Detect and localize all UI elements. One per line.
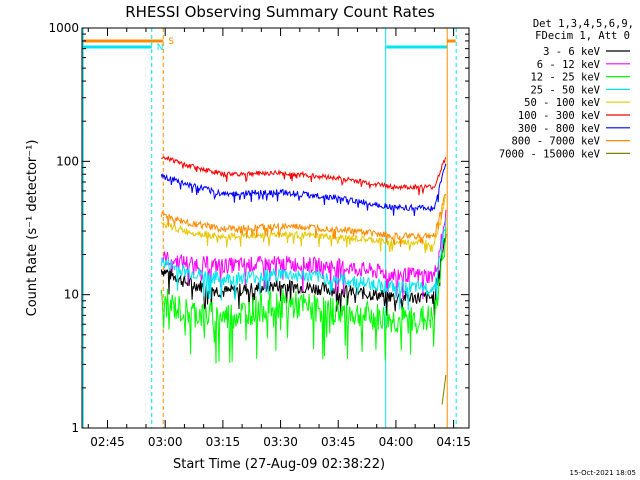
x-tick-label-0400: 04:00	[379, 435, 414, 449]
flag-label-n: N	[157, 43, 164, 53]
x-tick-label-0315: 03:15	[206, 435, 241, 449]
flag-label-s: S	[168, 37, 174, 47]
axes: 1 10 100 1000 02:45 03:00 03:15 03:30 03:45 04:00…	[48, 21, 470, 449]
y-tick-label-100: 100	[56, 154, 79, 168]
x-tick-label-0345: 03:45	[321, 435, 356, 449]
plot-area: SN	[82, 28, 457, 428]
x-tick-label-0300: 03:00	[148, 435, 183, 449]
plot-frame	[81, 27, 470, 429]
legend-label-300-800-kev: 300 - 800 keV	[518, 123, 601, 135]
x-axis-label: Start Time (27-Aug-09 02:38:22)	[173, 457, 385, 472]
series-line-300-800-kev	[160, 163, 447, 216]
legend-label-3-6-kev: 3 - 6 keV	[543, 46, 601, 58]
legend-header-1: Det 1,3,4,5,6,9,	[533, 18, 634, 30]
series-line-7000-15000-kev	[441, 374, 447, 405]
series-line-50-100-kev	[160, 196, 446, 254]
legend-label-12-25-kev: 12 - 25 keV	[530, 72, 600, 84]
y-axis-label: Count Rate (s⁻¹ detector⁻¹)	[25, 140, 40, 317]
series-line-100-300-kev	[161, 156, 447, 196]
chart-title: RHESSI Observing Summary Count Rates	[125, 3, 435, 21]
legend-label-25-50-kev: 25 - 50 keV	[530, 84, 600, 96]
series-line-12-25-kev	[160, 227, 447, 364]
series-line-6-12-kev	[161, 209, 447, 300]
footer-timestamp: 15-Oct-2021 18:05	[570, 469, 636, 477]
y-tick-label-1000: 1000	[48, 21, 79, 35]
legend-label-100-300-kev: 100 - 300 keV	[518, 110, 601, 122]
y-tick-label-10: 10	[64, 288, 79, 302]
series-line-25-50-kev	[160, 217, 447, 311]
legend-header-2: FDecim 1, Att 0	[535, 30, 630, 42]
legend-label-50-100-kev: 50 - 100 keV	[524, 97, 601, 109]
legend-label-6-12-kev: 6 - 12 keV	[537, 59, 601, 71]
x-tick-label-0245: 02:45	[90, 435, 125, 449]
series-line-800-7000-kev	[160, 193, 447, 247]
legend-label-7000-15000-kev: 7000 - 15000 keV	[499, 148, 601, 160]
x-tick-label-0415: 04:15	[436, 435, 471, 449]
x-tick-label-0330: 03:30	[263, 435, 298, 449]
y-tick-label-1: 1	[71, 421, 79, 435]
legend-label-800-7000-kev: 800 - 7000 keV	[511, 136, 600, 148]
